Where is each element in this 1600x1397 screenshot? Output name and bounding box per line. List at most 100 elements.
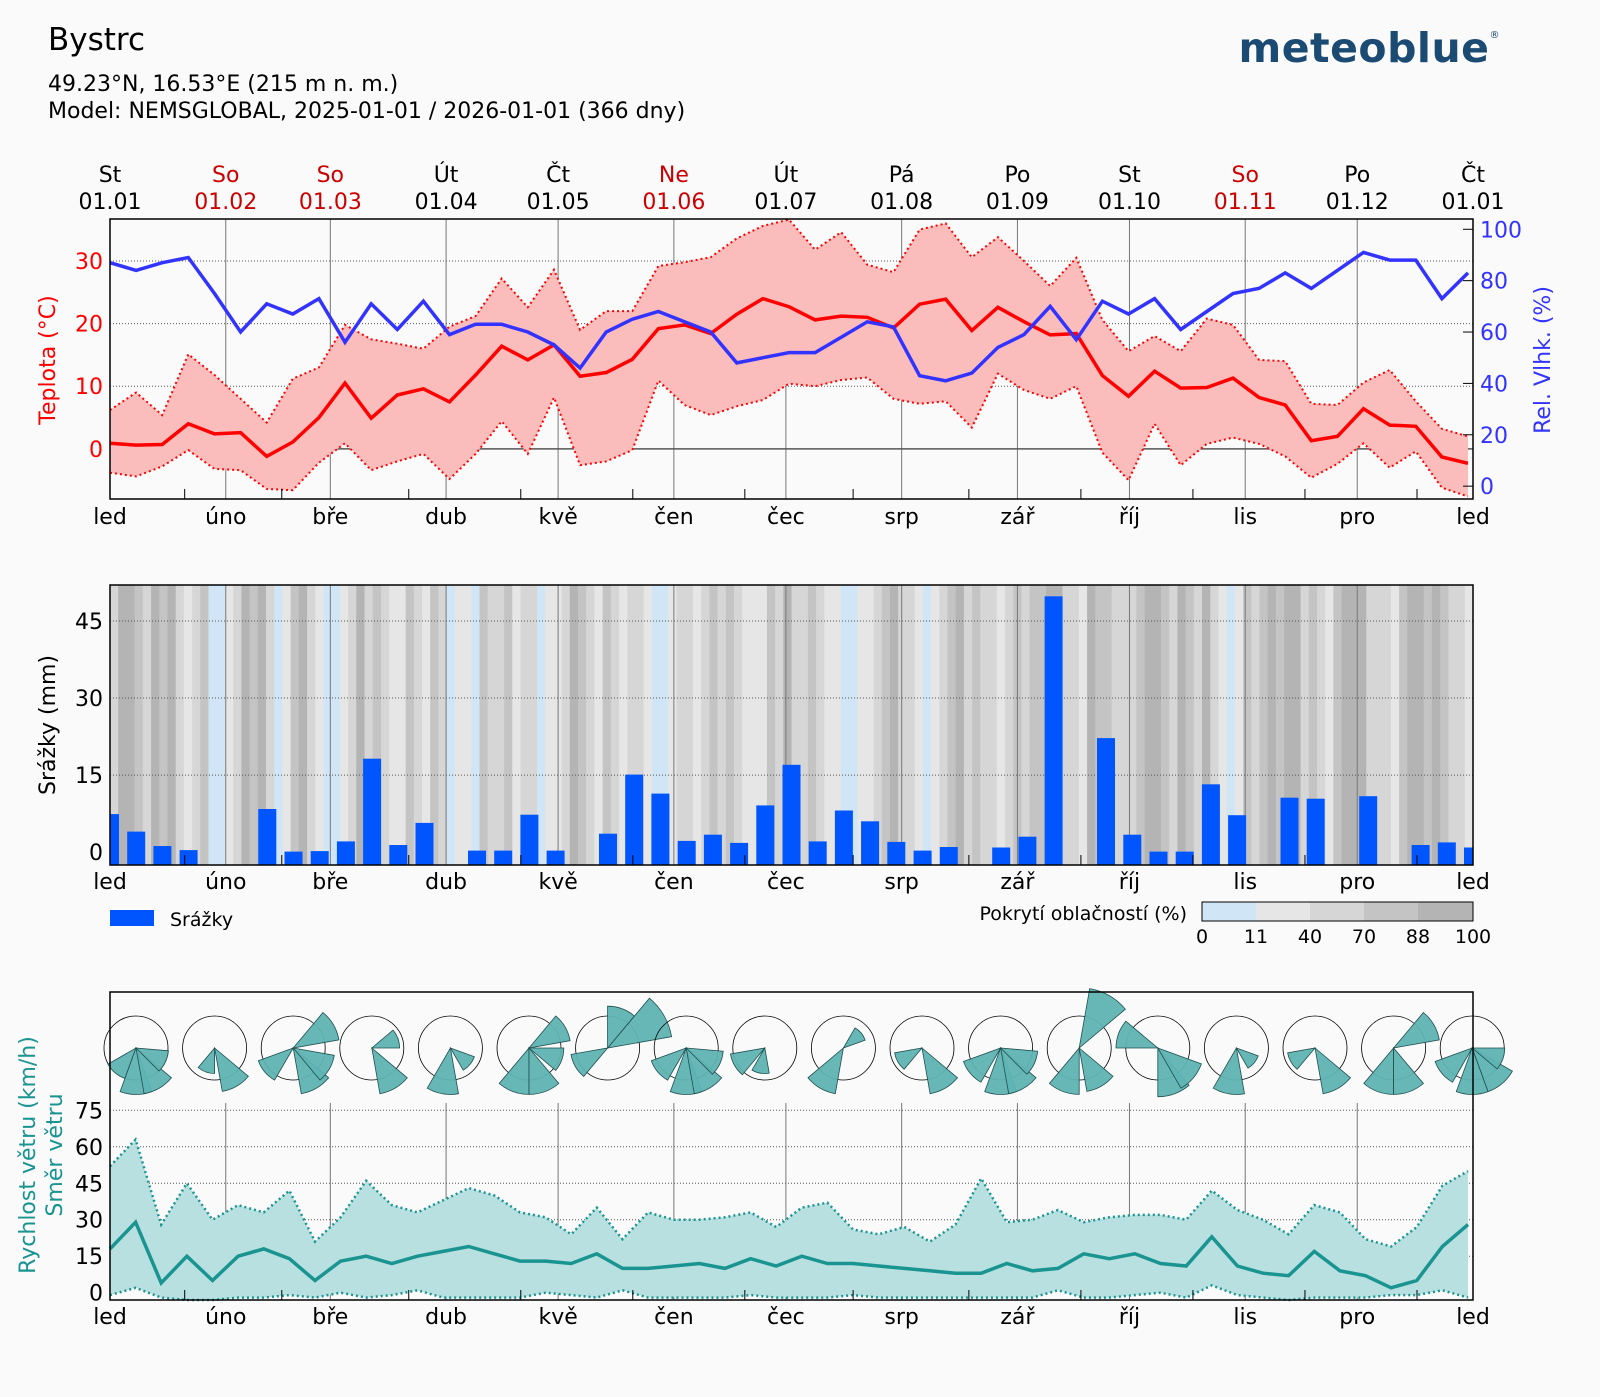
- top-axis-day: Pá: [889, 163, 915, 188]
- month-tick-label: kvě: [538, 1305, 577, 1330]
- cloud-cover-stripe: [865, 585, 875, 865]
- y-tick-label: 0: [89, 438, 103, 463]
- cloud-cover-stripe: [257, 585, 267, 865]
- wind-rose: [1204, 1015, 1269, 1095]
- wind-rose-petal: [1393, 1046, 1424, 1095]
- logo-text: meteoblue: [1238, 24, 1490, 72]
- wind-rose: [962, 1015, 1039, 1095]
- cloud-cover-stripe: [668, 585, 677, 865]
- precipitation-bar: [1228, 815, 1247, 865]
- cloud-cover-stripe: [1021, 585, 1031, 865]
- cloud-cover-stripe: [1087, 585, 1096, 865]
- cloud-cover-stripe: [1185, 585, 1195, 865]
- cloud-cover-stripe: [1226, 585, 1236, 865]
- cloud-cover-stripe: [1193, 585, 1203, 865]
- cloud-cover-stripe: [922, 585, 932, 865]
- wind-rose-petal: [730, 1047, 766, 1076]
- cloud-cover-stripe: [586, 585, 595, 865]
- wind-rose: [182, 1015, 249, 1092]
- cloud-cover-stripe: [1448, 585, 1458, 865]
- month-tick-label: dub: [425, 870, 467, 895]
- top-axis-day: St: [99, 163, 122, 188]
- y-tick-label: 15: [75, 764, 103, 789]
- top-axis-day: Út: [434, 162, 459, 188]
- cloud-cover-stripe: [216, 585, 226, 865]
- cloud-cover-stripe: [988, 585, 998, 865]
- cloud-cover-stripe: [495, 585, 505, 865]
- wind-rose: [103, 1015, 173, 1095]
- top-axis-day: Po: [1004, 163, 1030, 188]
- precipitation-bar: [756, 805, 775, 865]
- wind-rose: [1361, 1011, 1440, 1095]
- cloud-cover-stripe: [939, 585, 948, 865]
- cloud-cover-stripe: [241, 585, 251, 865]
- cloud-cover-stripe: [134, 585, 144, 865]
- cloud-cover-stripe: [1366, 585, 1375, 865]
- cloud-cover-stripe: [857, 585, 866, 865]
- precipitation-bar: [127, 831, 146, 865]
- cloud-cover-stripe: [709, 585, 719, 865]
- cloud-cover-stripe: [1390, 585, 1400, 865]
- cloud-cover-stripe: [1144, 585, 1154, 865]
- y2-tick-label: 80: [1480, 270, 1508, 295]
- top-axis-date: 01.03: [299, 190, 362, 215]
- cloud-cover-stripe: [126, 585, 136, 865]
- top-axis-day: Čt: [1461, 162, 1485, 188]
- month-tick-label: bře: [312, 505, 348, 530]
- y-tick-label: 45: [75, 610, 103, 635]
- wind-rose-petal: [1078, 1046, 1114, 1092]
- cloud-cover-stripe: [225, 585, 234, 865]
- wind-rose: [496, 1015, 571, 1095]
- month-tick-label: úno: [205, 505, 246, 530]
- top-axis-date: 01.01: [79, 190, 142, 215]
- month-tick-label: lis: [1233, 1305, 1257, 1330]
- precipitation-bar: [1149, 851, 1168, 865]
- month-tick-label: lis: [1233, 870, 1257, 895]
- precipitation-bar: [1464, 847, 1473, 865]
- wind-rose-petal: [685, 1047, 724, 1075]
- cloud-cover-stripe: [512, 585, 521, 865]
- cloud-cover-stripe: [972, 585, 981, 865]
- wind-rose-petal: [607, 1005, 635, 1050]
- cloud-cover-stripe: [142, 585, 152, 865]
- location-coordinates: 49.23°N, 16.53°E (215 m n. m.): [48, 72, 399, 97]
- wind-rose: [257, 1011, 340, 1095]
- wind-rose-petal: [292, 1047, 335, 1081]
- cloud-legend-tick: 70: [1352, 926, 1376, 948]
- cloud-cover-stripe: [1029, 585, 1039, 865]
- cloud-cover-stripe: [1177, 585, 1187, 865]
- wind-rose-petal: [1048, 1046, 1080, 1095]
- y-tick-label: 20: [75, 313, 103, 338]
- month-tick-label: úno: [205, 1305, 246, 1330]
- wind-rose: [570, 997, 673, 1081]
- cloud-cover-stripe: [791, 585, 801, 865]
- wind-rose-petal: [527, 1047, 565, 1071]
- cloud-cover-stripe: [389, 585, 398, 865]
- month-tick-label: pro: [1339, 1305, 1375, 1330]
- cloud-cover-stripe: [298, 585, 308, 865]
- month-tick-label: srp: [884, 505, 918, 530]
- wind-rose-petal: [921, 1046, 959, 1095]
- top-axis-date: 01.07: [754, 190, 817, 215]
- cloud-cover-stripe: [610, 585, 620, 865]
- top-axis-date: 01.12: [1326, 190, 1389, 215]
- meteoblue-logo[interactable]: meteoblue®: [1238, 24, 1500, 72]
- month-tick-label: bře: [312, 1305, 348, 1330]
- cloud-cover-stripe: [1407, 585, 1416, 865]
- precipitation-bar: [992, 847, 1011, 865]
- precipitation-bar: [468, 850, 486, 865]
- precipitation-bar: [913, 850, 932, 865]
- cloud-cover-stripe: [840, 585, 850, 865]
- wind-rose-petal: [449, 1047, 475, 1071]
- precipitation-bar: [1306, 798, 1325, 865]
- y-tick-label: 0: [89, 1282, 103, 1307]
- cloud-cover-stripe: [545, 585, 554, 865]
- wind-rose-petal: [528, 1046, 560, 1095]
- cloud-cover-stripe: [1078, 585, 1088, 865]
- cloud-cover-stripe: [578, 585, 587, 865]
- wind-rose-petal: [370, 1029, 401, 1049]
- wind-mean-line: [108, 1219, 1470, 1290]
- precipitation-bar: [520, 814, 539, 865]
- cloud-cover-stripe: [684, 585, 694, 865]
- cloud-cover-stripe: [1243, 585, 1252, 865]
